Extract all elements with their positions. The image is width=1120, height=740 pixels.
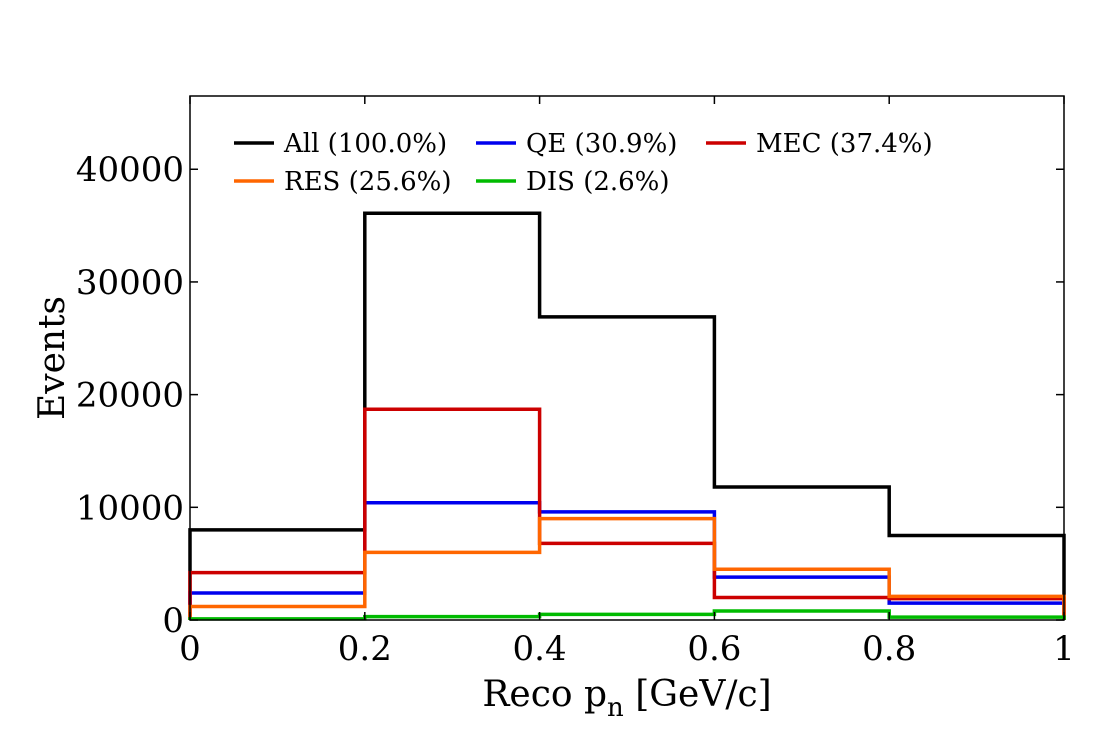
series-line-0 [188, 211, 1066, 620]
legend: All (100.0%) QE (30.9%) MEC (37.4%) RES (25… [228, 120, 948, 200]
x-axis-title-unit: [GeV/c] [624, 674, 772, 715]
legend-label-4: DIS (2.6%) [526, 167, 670, 197]
x-axis-title-subscript: n [607, 693, 624, 723]
ticks-layer: 0 0.2 0.4 0.6 0.8 1 0 10000 20000 30000 40000 [76, 96, 1075, 669]
y-axis-title: Events [32, 296, 73, 420]
legend-label-3: RES (25.6%) [284, 167, 452, 197]
legend-background [228, 120, 948, 200]
x-tick-label: 0.4 [513, 629, 567, 669]
legend-label-0: All (100.0%) [283, 129, 447, 159]
series-line-4 [188, 609, 1066, 621]
y-tick-label: 40000 [76, 150, 184, 190]
series-line-3 [188, 516, 1066, 620]
plot-frame [189, 95, 1065, 621]
x-tick-label: 0.6 [687, 629, 741, 669]
y-tick-label: 20000 [76, 376, 184, 416]
x-tick-label: 0 [179, 629, 201, 669]
x-tick-label: 0.2 [338, 629, 392, 669]
legend-label-1: QE (30.9%) [526, 129, 677, 159]
series-line-2 [188, 407, 1066, 620]
x-tick-label: 0.8 [862, 629, 916, 669]
series-line-1 [188, 501, 1066, 620]
series-layer [188, 211, 1066, 621]
y-tick-label: 10000 [76, 488, 184, 528]
legend-label-2: MEC (37.4%) [756, 129, 933, 159]
x-axis-title: Reco pn [GeV/c] [482, 674, 771, 723]
x-tick-label: 1 [1053, 629, 1075, 669]
y-tick-label: 30000 [76, 263, 184, 303]
y-tick-label: 0 [162, 601, 184, 641]
x-axis-title-main: Reco p [482, 674, 607, 715]
